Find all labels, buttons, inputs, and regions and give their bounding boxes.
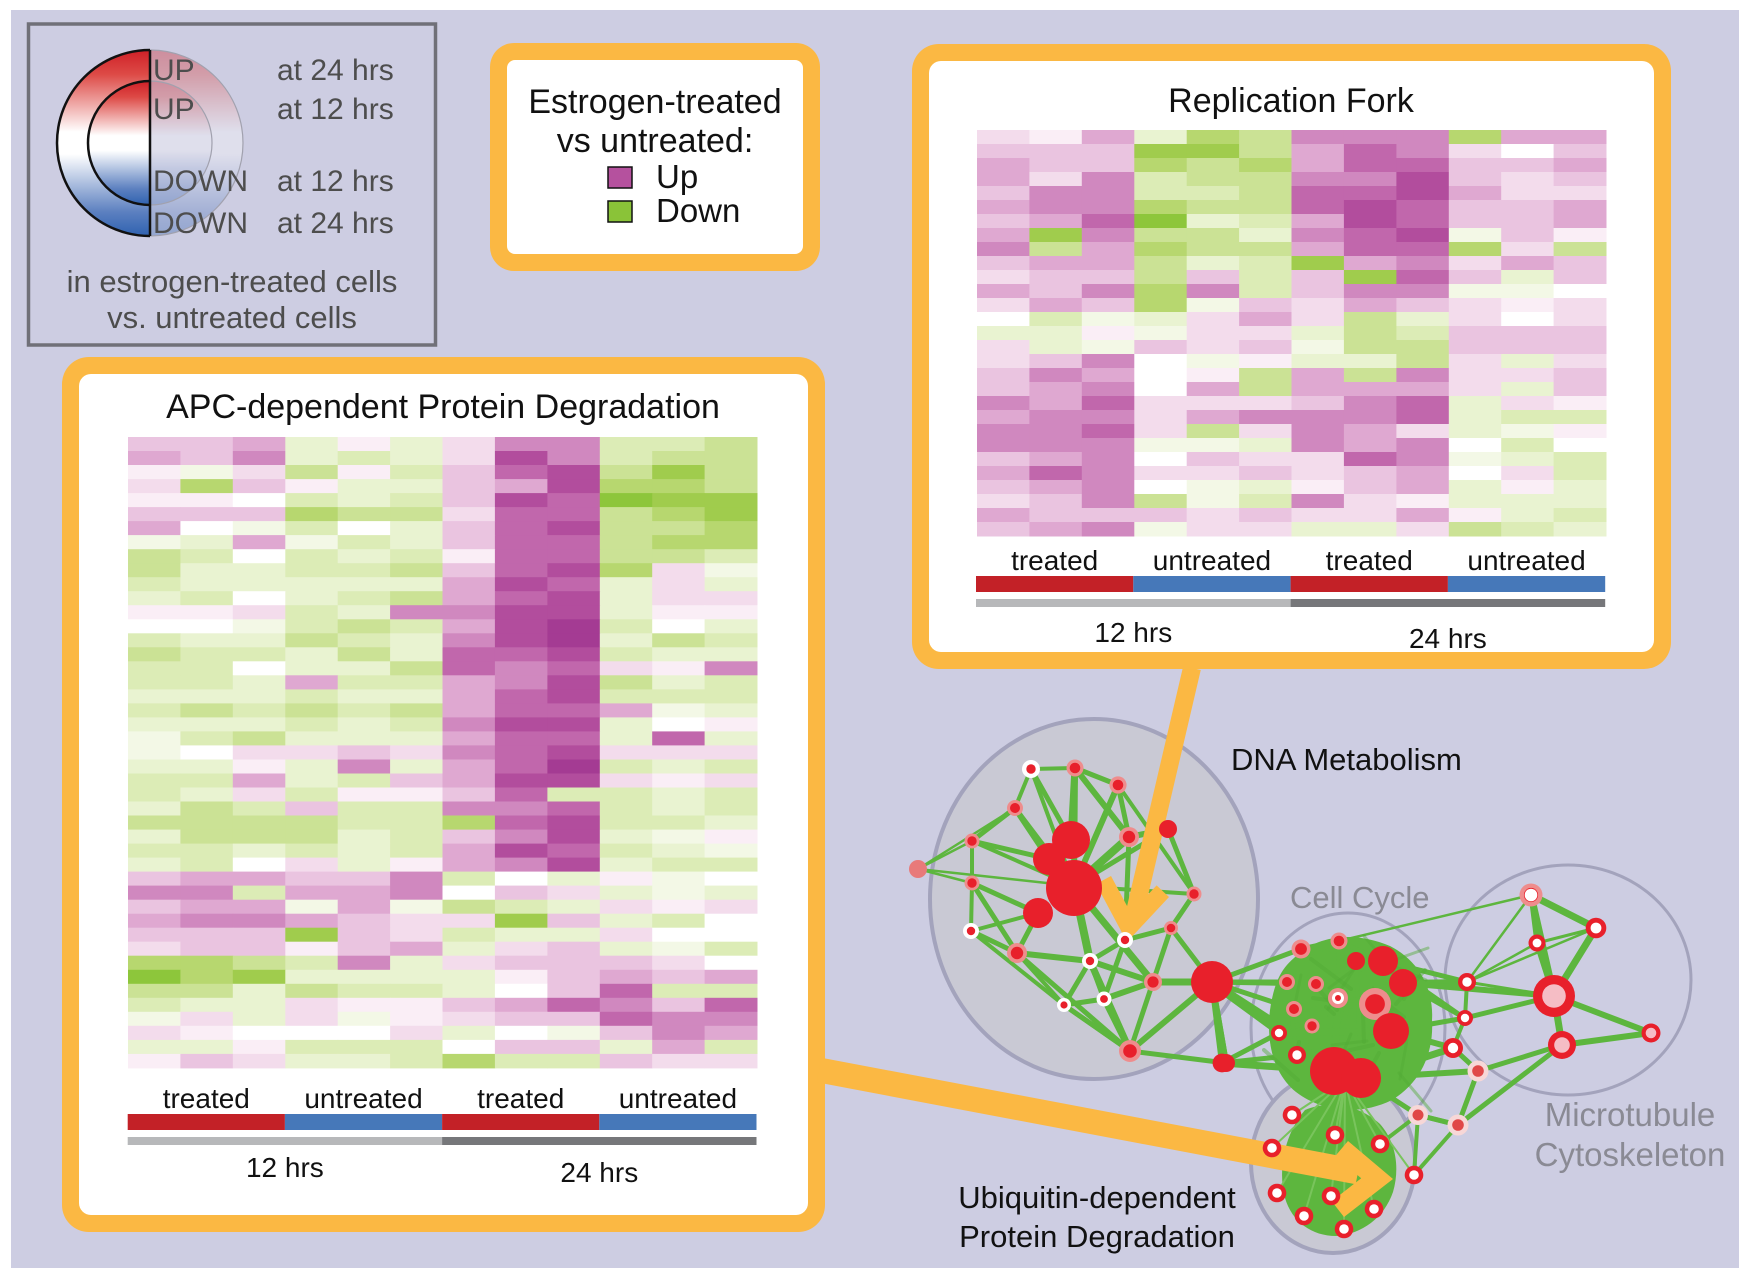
svg-text:treated: treated (163, 1083, 250, 1114)
svg-text:treated: treated (477, 1083, 564, 1114)
svg-text:untreated: untreated (1153, 545, 1271, 576)
svg-text:at 24 hrs: at 24 hrs (277, 54, 394, 87)
svg-text:untreated: untreated (1467, 545, 1585, 576)
svg-text:Ubiquitin-dependent: Ubiquitin-dependent (958, 1180, 1236, 1215)
svg-text:at 12 hrs: at 12 hrs (277, 93, 394, 126)
svg-text:Replication Fork: Replication Fork (1168, 82, 1415, 120)
svg-text:Down: Down (656, 192, 740, 229)
svg-text:UP: UP (153, 54, 195, 87)
svg-text:Cytoskeleton: Cytoskeleton (1535, 1136, 1726, 1173)
svg-text:24 hrs: 24 hrs (560, 1157, 638, 1188)
svg-text:12 hrs: 12 hrs (246, 1152, 324, 1183)
svg-text:12 hrs: 12 hrs (1094, 617, 1172, 648)
svg-text:untreated: untreated (304, 1083, 422, 1114)
svg-text:UP: UP (153, 93, 195, 126)
svg-text:treated: treated (1326, 545, 1413, 576)
svg-text:treated: treated (1011, 545, 1098, 576)
svg-text:24 hrs: 24 hrs (1409, 623, 1487, 654)
svg-text:in estrogen-treated cells: in estrogen-treated cells (67, 264, 398, 299)
svg-text:Cell Cycle: Cell Cycle (1290, 880, 1430, 915)
svg-text:APC-dependent Protein Degradat: APC-dependent Protein Degradation (166, 388, 720, 426)
svg-text:untreated: untreated (619, 1083, 737, 1114)
svg-text:Microtubule: Microtubule (1545, 1096, 1716, 1133)
svg-text:vs untreated:: vs untreated: (557, 122, 754, 160)
svg-text:at 12 hrs: at 12 hrs (277, 165, 394, 198)
svg-text:DNA Metabolism: DNA Metabolism (1231, 742, 1462, 777)
svg-text:Estrogen-treated: Estrogen-treated (528, 83, 781, 121)
svg-text:vs. untreated cells: vs. untreated cells (107, 300, 357, 335)
svg-text:Up: Up (656, 158, 698, 195)
svg-text:DOWN: DOWN (153, 165, 248, 198)
svg-text:at 24 hrs: at 24 hrs (277, 207, 394, 240)
svg-text:Protein Degradation: Protein Degradation (959, 1219, 1235, 1254)
svg-text:DOWN: DOWN (153, 207, 248, 240)
